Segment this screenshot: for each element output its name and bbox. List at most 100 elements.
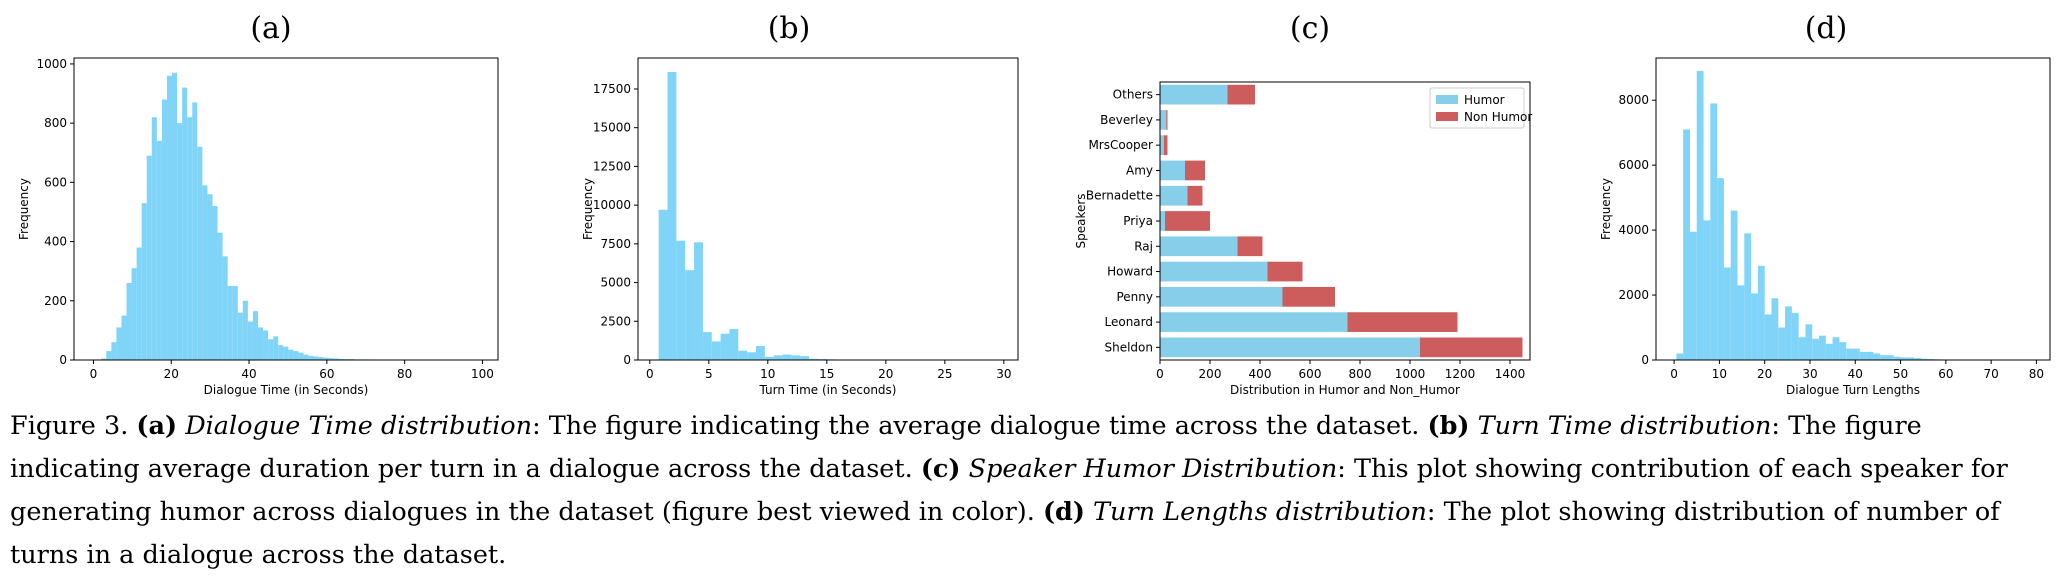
x-axis-label: Distribution in Humor and Non_Humor [1230, 383, 1460, 397]
xtick-label: 40 [241, 367, 256, 381]
hist-bar [278, 345, 284, 360]
caption-a-label: (a) [136, 411, 178, 441]
xtick-label: 0 [90, 367, 98, 381]
hist-bar [1832, 337, 1840, 360]
hist-bar [1689, 231, 1697, 360]
bar-priya-non-humor [1165, 211, 1210, 231]
hist-bar [182, 87, 188, 360]
ytick-label: 400 [44, 235, 67, 249]
hist-bar [197, 146, 203, 360]
axes-frame [1655, 57, 2051, 361]
hist-bar [764, 356, 774, 360]
hist-bar [1907, 357, 1915, 360]
hist-bar [146, 155, 152, 360]
ytick-label: 12500 [593, 159, 631, 173]
hist-bar [1757, 265, 1765, 360]
ytick-label: 200 [44, 294, 67, 308]
ytick-label: 1000 [36, 57, 67, 71]
ytick-label: Raj [1134, 239, 1153, 253]
hist-bar [313, 356, 319, 360]
xtick-label: 0 [646, 367, 654, 381]
ytick-label: 10000 [593, 198, 631, 212]
hist-bar [222, 256, 228, 360]
xtick-label: 30 [1802, 367, 1817, 381]
hist-bar [1676, 353, 1684, 360]
xtick-label: 20 [878, 367, 893, 381]
hist-bar [121, 315, 127, 360]
hist-bar [1710, 103, 1718, 360]
ytick-label: Others [1113, 88, 1153, 102]
hist-bar [1723, 267, 1731, 360]
ytick-label: Amy [1126, 163, 1153, 177]
hist-bar [676, 240, 686, 360]
hist-bar [782, 354, 792, 360]
ytick-label: 2000 [1618, 288, 1649, 302]
figure-caption: Figure 3. (a) Dialogue Time distribution… [10, 405, 2050, 577]
hist-bar [101, 358, 107, 360]
hist-bar [1825, 343, 1833, 360]
legend-label-0: Humor [1464, 93, 1505, 107]
hist-bar [1696, 70, 1704, 360]
bar-raj-humor [1160, 236, 1238, 257]
hist-bar [1846, 348, 1853, 360]
hist-bar [658, 209, 668, 360]
axes-frame [637, 57, 1019, 361]
hist-bar [800, 356, 810, 360]
hist-bar [293, 351, 299, 360]
ytick-label: Bernadette [1086, 189, 1153, 203]
hist-bar [136, 247, 142, 360]
hist-bar [338, 358, 344, 360]
hist-bar [1771, 298, 1779, 360]
hist-bar [1730, 210, 1738, 360]
xtick-label: 15 [819, 367, 834, 381]
hist-bar [729, 329, 739, 360]
hist-bar [1920, 358, 1928, 360]
hist-bar [694, 242, 703, 360]
hist-bar [237, 312, 243, 360]
hist-bar [1900, 357, 1908, 360]
caption-d-text: : The plot showing distribution of numbe… [10, 497, 2000, 570]
hist-bar [685, 270, 695, 360]
hist-bar [1744, 233, 1752, 360]
hist-bar [1853, 348, 1860, 360]
xtick-label: 50 [1893, 367, 1908, 381]
caption-b-title: Turn Time distribution [1477, 411, 1772, 441]
bar-penny-humor [1160, 286, 1283, 307]
xtick-label: 600 [1299, 367, 1322, 381]
bar-penny-non-humor [1282, 286, 1335, 307]
hist-bar [738, 350, 748, 360]
y-axis-label: Frequency [1599, 178, 1613, 240]
hist-bar [217, 232, 223, 360]
ytick-label: 800 [44, 116, 67, 130]
hist-bar [151, 117, 157, 360]
bar-mrscooper-humor [1160, 135, 1164, 156]
hist-bar [126, 283, 132, 360]
legend-label-1: Non Humor [1464, 110, 1532, 124]
bar-leonard-non-humor [1347, 312, 1458, 332]
xtick-label: 20 [1757, 367, 1772, 381]
xtick-label: 40 [1848, 367, 1863, 381]
xtick-label: 30 [996, 367, 1011, 381]
hist-bar [702, 332, 712, 360]
xtick-label: 60 [1938, 367, 1953, 381]
hist-bar [116, 327, 122, 360]
ytick-label: 4000 [1618, 223, 1649, 237]
hist-bar [257, 327, 264, 360]
xtick-label: 80 [397, 367, 412, 381]
hist-bar [1839, 342, 1847, 360]
hist-bar [283, 346, 289, 360]
xtick-label: 800 [1349, 367, 1372, 381]
hist-bar [1880, 355, 1887, 360]
hist-bar [711, 341, 721, 360]
ytick-label: 7500 [600, 237, 631, 251]
bar-howard-non-humor [1267, 261, 1303, 282]
xtick-label: 70 [1983, 367, 1998, 381]
y-axis-label: Frequency [17, 178, 31, 240]
ytick-label: 2500 [600, 314, 631, 328]
xtick-label: 0 [1156, 367, 1164, 381]
hist-bar [809, 358, 818, 360]
caption-d-label: (d) [1042, 497, 1085, 527]
bar-others-non-humor [1227, 84, 1255, 105]
ytick-label: 6000 [1618, 158, 1649, 172]
xtick-label: 60 [319, 367, 334, 381]
